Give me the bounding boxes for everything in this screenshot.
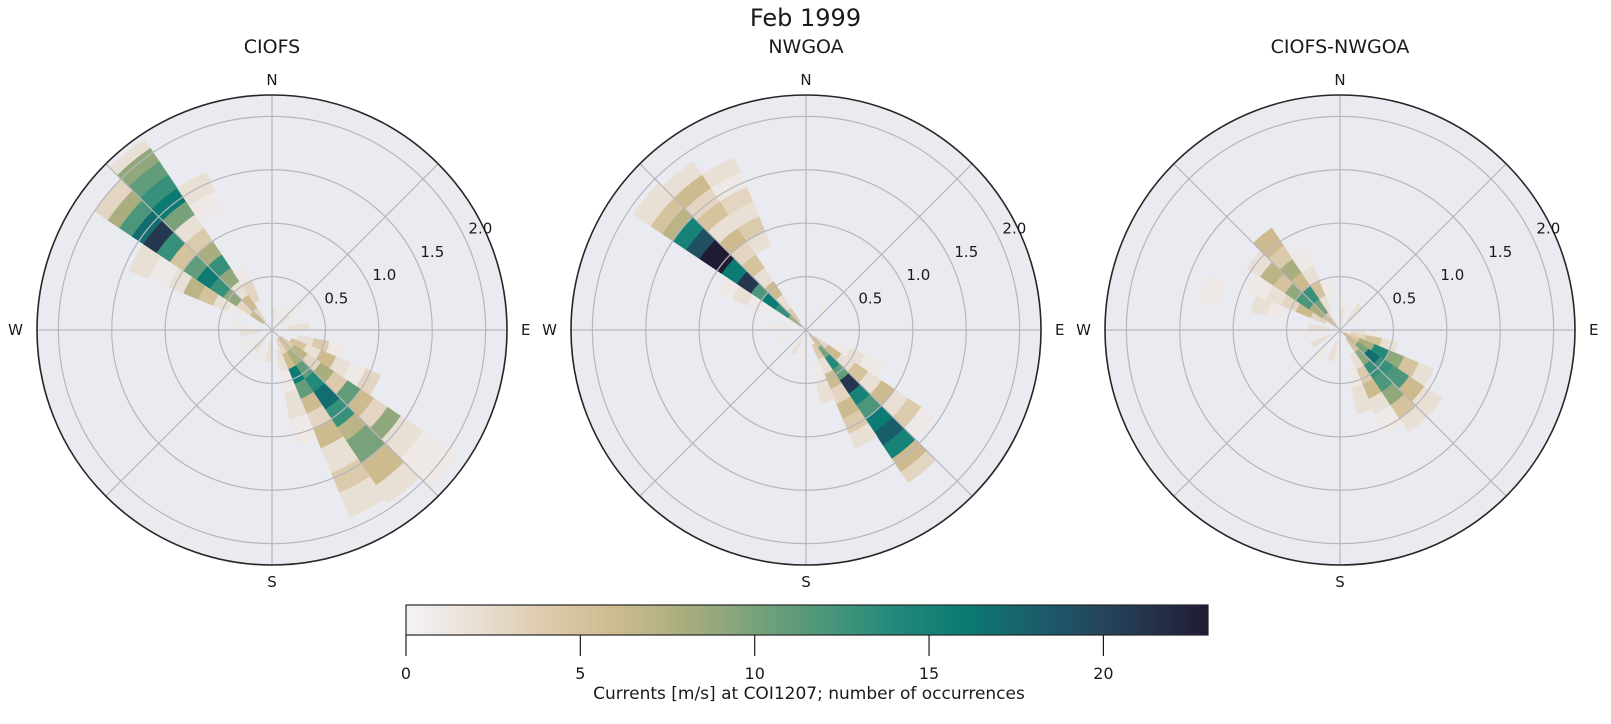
compass-label-w: W xyxy=(1076,321,1091,339)
axes-spine xyxy=(36,94,508,566)
rose-wedge xyxy=(237,335,259,352)
rose-wedge xyxy=(774,331,797,343)
radial-tick-label: 1.0 xyxy=(1440,266,1464,284)
rose-wedge xyxy=(281,317,304,329)
radial-tick-label: 2.0 xyxy=(468,219,492,237)
rose-wedge xyxy=(1289,245,1314,273)
rose-wedge xyxy=(1198,274,1227,307)
axes-spine xyxy=(570,94,1042,566)
grid-spoke xyxy=(105,163,273,331)
grid-spoke xyxy=(271,163,439,331)
colorbar-tick-label: 0 xyxy=(401,664,411,683)
compass-label-e: E xyxy=(1589,321,1598,339)
rose-wedge xyxy=(1374,405,1403,434)
grid-spoke xyxy=(639,163,807,331)
rose-wedge xyxy=(109,138,151,176)
colorbar-tick-label: 10 xyxy=(745,664,765,683)
colorbar-label: Currents [m/s] at COI1207; number of occ… xyxy=(593,684,1025,704)
colorbar-tick-label: 15 xyxy=(919,664,939,683)
subplot-nwgoa: NWGOA N E S W 0.5 1.0 1.5 2.0 xyxy=(536,0,1076,600)
subplot-title-ciofs: CIOFS xyxy=(243,36,301,58)
grid-spoke xyxy=(1173,163,1341,331)
figure-title: Feb 1999 xyxy=(749,4,862,32)
subplot-title-nwgoa: NWGOA xyxy=(768,36,844,58)
polar-plot-nwgoa: N E S W 0.5 1.0 1.5 2.0 xyxy=(542,71,1064,591)
rose-wedge xyxy=(1310,333,1332,349)
grid-spoke xyxy=(805,329,973,497)
grid-spoke xyxy=(1339,163,1507,331)
colorbar-gradient xyxy=(405,604,1209,636)
rose-wedge xyxy=(339,476,386,518)
compass-label-s: S xyxy=(801,573,811,591)
rose-wedge xyxy=(289,413,318,446)
radial-tick-label: 2.0 xyxy=(1002,219,1026,237)
radial-tick-label: 0.5 xyxy=(324,290,348,308)
axes-spine xyxy=(1104,94,1576,566)
compass-label-s: S xyxy=(1335,573,1345,591)
grid-spoke xyxy=(805,163,973,331)
radial-tick-label: 1.0 xyxy=(906,266,930,284)
rose-wedge xyxy=(1348,314,1365,327)
rose-wedge xyxy=(1341,303,1351,321)
radial-tick-label: 1.5 xyxy=(1488,243,1512,261)
radial-tick-label: 0.5 xyxy=(858,290,882,308)
polar-plot-ciofs: N E S W 0.5 1.0 1.5 2.0 xyxy=(8,71,530,591)
grid-spoke xyxy=(1173,329,1341,497)
radial-tick-label: 1.5 xyxy=(420,243,444,261)
colorbar-tick-label: 20 xyxy=(1093,664,1113,683)
grid-spoke xyxy=(639,329,807,497)
radial-tick-label: 0.5 xyxy=(1392,290,1416,308)
rose-wedge xyxy=(848,422,878,449)
subplot-title-ciofs-nwgoa: CIOFS-NWGOA xyxy=(1270,36,1410,58)
rose-wedge xyxy=(701,157,741,189)
subplot-ciofs-nwgoa: CIOFS-NWGOA N E S W 0.5 1.0 1.5 2.0 xyxy=(1070,0,1610,600)
compass-label-n: N xyxy=(1334,71,1345,89)
rose-wedge xyxy=(1351,384,1373,415)
rose-wedge xyxy=(1327,339,1339,362)
colorbar-tick-label: 5 xyxy=(575,664,585,683)
rose-wedge xyxy=(259,344,270,362)
compass-label-n: N xyxy=(800,71,811,89)
grid-spoke xyxy=(1339,329,1507,497)
rose-wedge xyxy=(900,450,937,484)
compass-label-e: E xyxy=(1055,321,1064,339)
compass-label-n: N xyxy=(266,71,277,89)
rose-wedge xyxy=(790,338,803,355)
compass-label-w: W xyxy=(8,321,23,339)
radial-tick-label: 1.5 xyxy=(954,243,978,261)
rose-wedge xyxy=(275,305,288,322)
polar-plot-ciofs-nwgoa: N E S W 0.5 1.0 1.5 2.0 xyxy=(1076,71,1598,591)
radial-tick-label: 1.0 xyxy=(372,266,396,284)
subplot-ciofs: CIOFS N E S W 0.5 1.0 1.5 2.0 xyxy=(2,0,542,600)
grid-spoke xyxy=(105,329,273,497)
colorbar: 0 5 10 15 20 xyxy=(401,604,1209,683)
compass-label-s: S xyxy=(267,573,277,591)
radial-tick-label: 2.0 xyxy=(1536,219,1560,237)
colorbar-container: 0 5 10 15 20 Currents [m/s] at COI1207; numb… xyxy=(398,599,1220,719)
compass-label-e: E xyxy=(521,321,530,339)
grid-spoke xyxy=(271,329,439,497)
compass-label-w: W xyxy=(542,321,557,339)
